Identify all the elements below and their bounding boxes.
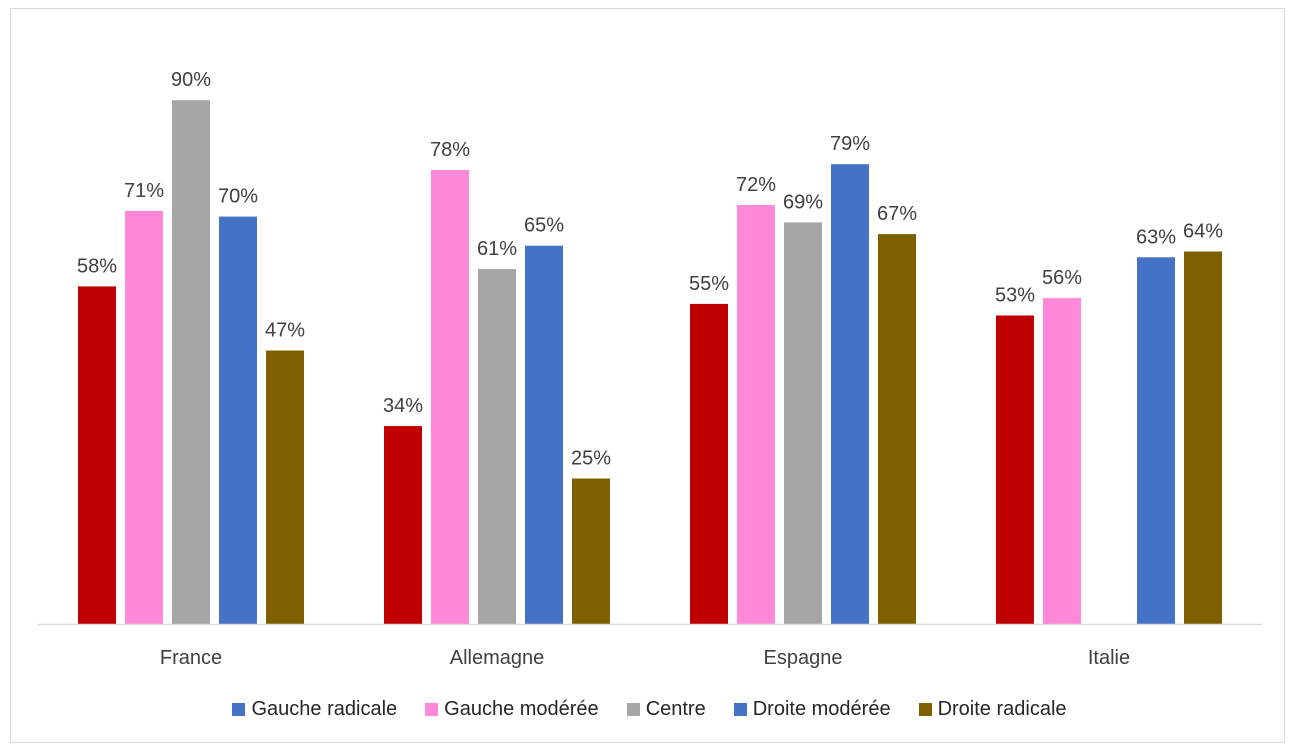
legend-item: Gauche radicale	[232, 698, 397, 721]
data-label: 63%	[1136, 226, 1176, 248]
data-label: 47%	[265, 320, 305, 342]
legend-label: Gauche modérée	[444, 698, 599, 720]
legend-label: Droite modérée	[752, 698, 891, 720]
bar-1-3	[525, 245, 563, 624]
bar-3-3	[1137, 257, 1175, 624]
data-label: 58%	[77, 255, 117, 277]
bar-2-3	[831, 164, 869, 624]
legend-swatch	[918, 703, 932, 716]
x-tick-label: Italie	[1088, 647, 1130, 669]
data-label: 69%	[783, 191, 823, 213]
bar-2-0	[690, 303, 728, 624]
bar-1-4	[572, 478, 610, 624]
bar-0-2	[172, 100, 210, 624]
legend-label: Droite radicale	[937, 698, 1067, 720]
bar-0-3	[219, 216, 257, 624]
bar-0-0	[78, 286, 116, 624]
bar-3-1	[1043, 298, 1081, 624]
data-label: 56%	[1042, 267, 1082, 289]
data-label: 61%	[477, 238, 517, 260]
legend-swatch	[425, 703, 439, 716]
bar-1-1	[431, 170, 469, 624]
bar-1-0	[384, 426, 422, 624]
legend-label: Centre	[645, 698, 706, 720]
data-label: 55%	[689, 273, 729, 295]
bar-1-2	[478, 269, 516, 624]
data-label: 53%	[995, 285, 1035, 307]
data-label: 79%	[830, 133, 870, 155]
legend-swatch	[626, 703, 640, 716]
data-label: 78%	[430, 139, 470, 161]
data-label: 67%	[877, 203, 917, 225]
bar-0-4	[266, 350, 304, 624]
legend-item: Droite modérée	[733, 698, 891, 721]
bar-2-2	[784, 222, 822, 624]
data-label: 70%	[218, 186, 258, 208]
legend-item: Centre	[626, 698, 706, 721]
legend-item: Gauche modérée	[425, 698, 599, 721]
bar-2-4	[878, 234, 916, 624]
legend: Gauche radicale Gauche modérée Centre Droit…	[0, 698, 1299, 721]
data-label: 34%	[383, 395, 423, 417]
x-tick-label: France	[160, 647, 222, 669]
legend-label: Gauche radicale	[251, 698, 398, 720]
data-label: 71%	[124, 180, 164, 202]
data-label: 25%	[571, 448, 611, 470]
data-label: 65%	[524, 215, 564, 237]
x-tick-label: Espagne	[764, 647, 843, 669]
bar-0-1	[125, 210, 163, 625]
legend-swatch	[232, 703, 246, 716]
data-label: 72%	[736, 174, 776, 196]
legend-item: Droite radicale	[918, 698, 1067, 721]
bar-3-0	[996, 315, 1034, 624]
x-tick-label: Allemagne	[450, 647, 545, 669]
legend-swatch	[733, 703, 747, 716]
data-label: 90%	[171, 69, 211, 91]
bar-3-4	[1184, 251, 1222, 624]
bar-2-1	[737, 205, 775, 624]
data-label: 64%	[1183, 221, 1223, 243]
